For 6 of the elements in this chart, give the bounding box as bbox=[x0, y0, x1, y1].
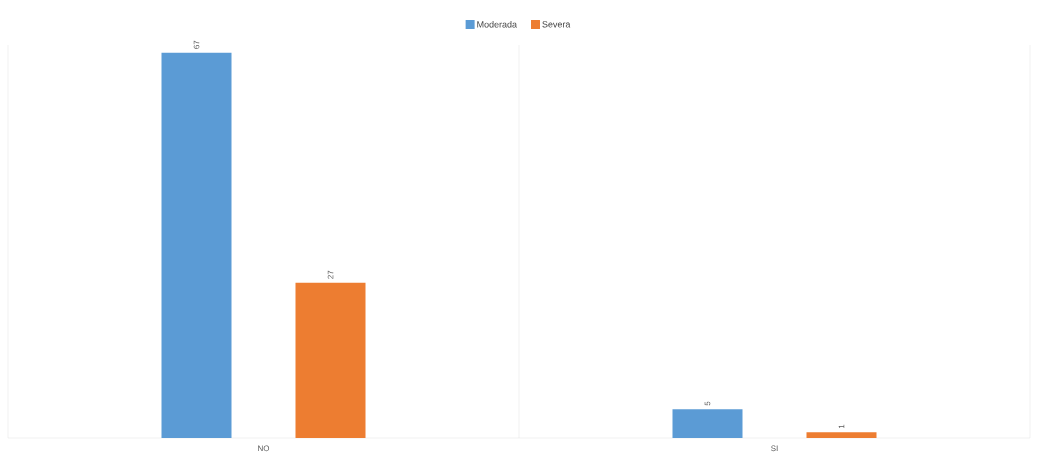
bar bbox=[672, 409, 743, 438]
bar bbox=[806, 432, 877, 438]
legend-label: Moderada bbox=[477, 21, 517, 28]
bar bbox=[161, 52, 232, 438]
bar bbox=[295, 282, 366, 438]
legend-label: Severa bbox=[542, 21, 571, 28]
